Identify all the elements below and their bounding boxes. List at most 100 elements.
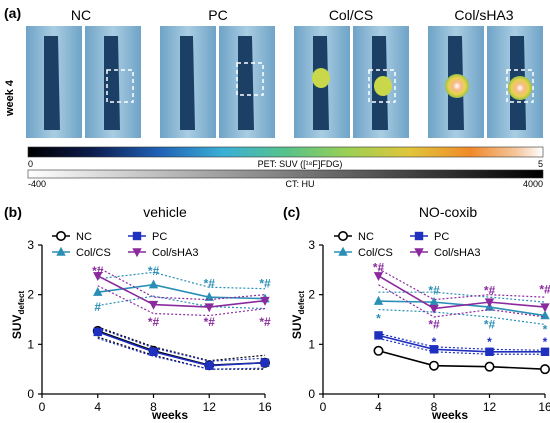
chart-b-ylabel: SUVdefect <box>10 291 26 340</box>
y-tick-label: 0 <box>308 387 315 401</box>
confidence-band-upper <box>378 268 546 301</box>
significance-marker: *# <box>484 284 496 298</box>
defect-box-nc <box>106 69 134 103</box>
ct-colorbar-title: CT: HU <box>286 179 315 189</box>
significance-marker: *# <box>204 315 216 329</box>
y-tick-label: 3 <box>27 238 34 252</box>
significance-marker: * <box>432 335 437 349</box>
chart-c-title: NO-coxib <box>419 204 478 220</box>
confidence-band-lower <box>97 337 266 370</box>
data-point <box>429 345 439 354</box>
significance-marker: * <box>543 322 548 336</box>
data-point <box>373 345 384 356</box>
data-point <box>93 272 103 281</box>
data-point <box>374 331 383 340</box>
confidence-band-upper <box>97 326 266 362</box>
defect-box-pc <box>236 62 264 96</box>
legend-label: Col/sHA3 <box>152 247 198 259</box>
confidence-band-upper <box>97 271 266 290</box>
data-point <box>93 286 103 296</box>
series-pc <box>374 331 550 356</box>
chart-b-ylabel-sub: defect <box>17 291 26 315</box>
confidence-band-upper <box>378 332 546 351</box>
series-line <box>97 275 266 308</box>
significance-marker: *# <box>92 264 104 278</box>
legend-marker <box>338 246 348 256</box>
ct-colorbar-min: -400 <box>28 179 46 189</box>
data-point <box>428 360 439 371</box>
legend-item-nc: NC <box>52 231 92 243</box>
ct-colorbar-max: 4000 <box>523 179 543 189</box>
group-label-pc: PC <box>208 7 227 23</box>
panel-b-label: (b) <box>4 204 22 220</box>
data-point <box>429 296 439 306</box>
legend-marker <box>414 231 424 241</box>
uptake-colsha3-2 <box>508 76 532 100</box>
legend-item-pc: PC <box>128 231 167 243</box>
data-point <box>373 272 384 281</box>
x-tick-label: 4 <box>94 400 101 414</box>
defect-box-col-sha3 <box>506 69 534 103</box>
uptake-colcs-1 <box>312 68 330 88</box>
chart-c-ylabel: SUVdefect <box>290 291 306 340</box>
legend-label: Col/CS <box>358 247 393 259</box>
confidence-band-upper <box>97 266 266 301</box>
legend-marker <box>337 231 348 242</box>
legend-label: PC <box>434 231 449 243</box>
pet-colorbar <box>27 146 544 158</box>
defect-box-col-cs <box>368 69 396 103</box>
significance-marker: *# <box>539 283 550 297</box>
legend-item-col-sha3: Col/sHA3 <box>410 247 480 259</box>
significance-marker: *# <box>148 264 160 278</box>
panel-c-label: (c) <box>283 204 300 220</box>
confidence-band-upper <box>97 327 266 362</box>
x-tick-label: 0 <box>320 400 327 414</box>
series-col-sha3 <box>373 268 550 318</box>
legend-label: NC <box>76 231 92 243</box>
legend-label: Col/sHA3 <box>434 247 480 259</box>
confidence-band-lower <box>378 337 545 355</box>
legend-item-nc: NC <box>334 231 374 243</box>
data-point <box>148 300 159 310</box>
y-tick-label: 2 <box>308 288 315 302</box>
image-column-nc: NC <box>26 7 141 138</box>
image-column-pc: PC <box>160 7 275 138</box>
data-point <box>373 295 384 305</box>
y-tick-label: 3 <box>308 238 315 252</box>
x-tick-label: 12 <box>203 400 217 414</box>
image-column-col-sha3: Col/sHA3 <box>428 7 543 138</box>
series-line <box>97 330 266 366</box>
series-nc <box>92 325 270 371</box>
significance-marker: *# <box>148 315 160 329</box>
panel-a-label: (a) <box>4 5 21 21</box>
data-point <box>205 361 214 370</box>
y-tick-label: 1 <box>308 337 315 351</box>
legend-item-col-cs: Col/CS <box>52 246 111 259</box>
ct-colorbar <box>27 169 544 179</box>
pet-colorbar-title: PET: SUV ([¹⁸F]FDG) <box>258 159 343 169</box>
legend-marker <box>56 246 66 256</box>
x-tick-label: 0 <box>39 400 46 414</box>
data-point <box>485 347 494 356</box>
confidence-band-lower <box>97 295 266 310</box>
data-point <box>148 279 159 289</box>
significance-marker: * <box>487 335 492 349</box>
row-label: week 4 <box>4 79 16 117</box>
data-point <box>540 303 550 313</box>
series-line <box>378 350 546 370</box>
bone-pc-1 <box>180 36 195 130</box>
y-tick-label: 1 <box>27 337 34 351</box>
uptake-colsha3-1 <box>445 74 469 98</box>
data-point <box>204 291 214 301</box>
significance-marker: *# <box>259 277 271 291</box>
chart-c-xlabel: weeks <box>431 408 468 422</box>
image-column-col-cs: Col/CS <box>294 7 409 138</box>
significance-marker: *# <box>204 277 216 291</box>
significance-marker: * <box>543 335 548 349</box>
data-point <box>149 347 158 356</box>
x-tick-label: 8 <box>150 400 157 414</box>
y-tick-label: 2 <box>27 288 34 302</box>
